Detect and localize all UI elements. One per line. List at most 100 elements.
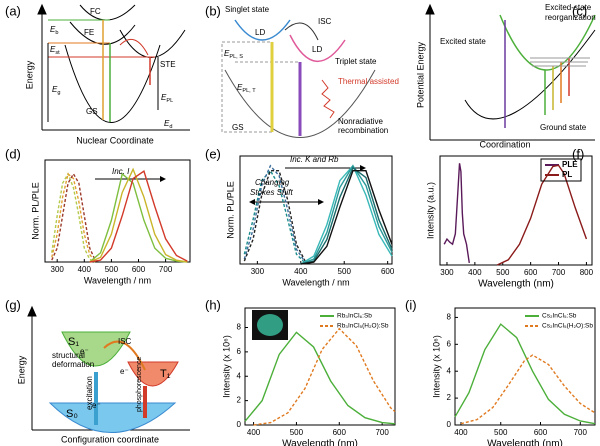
label: ISC [118, 337, 132, 346]
x-axis-label: Wavelength (nm) [478, 279, 554, 290]
label-sub: g [57, 90, 60, 96]
label: S₁ [68, 336, 79, 348]
label-sub: st [55, 50, 60, 56]
isc-arrow [103, 340, 146, 371]
y-tick-label: 4 [237, 371, 242, 380]
label: Singlet state [225, 5, 270, 14]
label: FE [84, 28, 94, 37]
legend-label: Rb₃InCl₆:Sb [337, 313, 372, 320]
x-tick-label: 600 [534, 428, 548, 437]
panel-a-shapes [37, 3, 190, 131]
s1-bowl [61, 331, 131, 367]
fc-curve [79, 4, 136, 21]
plot-frame [454, 307, 596, 426]
y-axis-label: Intensity (a.u.) [425, 182, 435, 239]
axis-label: Configuration coordinate [61, 434, 159, 444]
panel-label: (h) [205, 297, 221, 312]
panel-c-shapes [425, 3, 596, 141]
label-main: E [50, 25, 56, 34]
label-main: E [164, 119, 170, 128]
label: LD [255, 28, 265, 37]
label: e⁻ [80, 347, 89, 356]
label: GS [232, 123, 244, 132]
x-tick-label: 500 [290, 428, 304, 437]
series-line [300, 164, 393, 265]
inset-glow [257, 314, 283, 336]
isc-arrow [284, 22, 319, 41]
x-tick-label: 800 [580, 268, 594, 277]
plot-frame [44, 159, 191, 263]
annotation: Inc. K and Rb [290, 155, 339, 164]
axis-label: Nuclear Coordinate [76, 135, 154, 145]
axes [41, 10, 190, 131]
axis-label: Coordination [479, 139, 530, 149]
y-tick-label: 2 [447, 393, 452, 402]
annotation: Stokes Shift [250, 188, 293, 197]
label: LD [312, 45, 322, 54]
y-tick-label: 2 [237, 396, 242, 405]
y-tick-label: 8 [237, 323, 242, 332]
label: STE [160, 60, 176, 69]
dashed-box [235, 61, 301, 132]
arrowhead [27, 305, 37, 317]
legend-label: PLE [562, 160, 578, 169]
label: Eg [52, 85, 60, 96]
axis-label: Potential Energy [415, 41, 425, 108]
y-tick-label: 6 [237, 347, 242, 356]
series-line [300, 166, 393, 265]
axis-label: Energy [24, 60, 34, 89]
x-axis-label: Wavelength / nm [84, 275, 151, 285]
x-tick-label: 500 [338, 267, 352, 276]
label-sub: b [55, 30, 58, 36]
x-tick-label: 700 [574, 428, 588, 437]
series-line [300, 164, 393, 265]
label: Est [50, 45, 60, 56]
label: reorganization [545, 13, 596, 22]
label: Triplet state [335, 57, 377, 66]
relax-arrow [119, 38, 149, 56]
label-main: E [161, 93, 167, 102]
series-line [89, 167, 188, 263]
gs-curve [64, 44, 161, 123]
excited-curve [499, 14, 596, 71]
label: Thermal assisted [338, 77, 399, 86]
series-line [51, 172, 96, 263]
y-tick-label: 0 [447, 420, 452, 429]
x-tick-label: 500 [494, 428, 508, 437]
series-line [253, 327, 396, 426]
x-tick-label: 700 [375, 428, 389, 437]
label: GS [86, 107, 98, 116]
ground-curve [464, 29, 596, 120]
series-line [454, 323, 596, 425]
label: EPL [161, 93, 173, 104]
label: structural [52, 351, 85, 360]
panel-label: (f) [572, 146, 584, 161]
x-tick-label: 600 [333, 428, 347, 437]
x-axis-label: Wavelength (nm) [487, 439, 563, 446]
panel-label: (i) [405, 297, 417, 312]
series-line [460, 354, 596, 425]
annotation: Inc. I [112, 167, 130, 176]
x-tick-label: 400 [454, 428, 468, 437]
label: S₀ [66, 408, 78, 420]
x-tick-label: 500 [496, 268, 510, 277]
plot-frame [439, 155, 593, 266]
label: Ed [164, 119, 172, 130]
x-axis-label: Wavelength (nm) [282, 439, 358, 446]
x-tick-label: 300 [251, 267, 265, 276]
x-axis-label: Wavelength / nm [282, 277, 349, 287]
y-axis-label: Intensity (x 10⁶) [221, 335, 231, 398]
legend-label: PL [562, 170, 572, 179]
label: ISC [318, 17, 332, 26]
y-axis-label: Norm. PL/PLE [30, 182, 40, 240]
panel-label: (c) [572, 3, 587, 18]
y-axis-label: Intensity (x 10⁶) [431, 335, 441, 398]
panel-g-shapes [27, 305, 190, 433]
panel-b-shapes [221, 19, 376, 138]
label: excitation [85, 376, 94, 410]
series-line [496, 164, 588, 266]
series-line [89, 172, 188, 263]
gs-curve [224, 69, 376, 138]
legend-label: Cs₂InCl₅(H₂O):Sb [542, 323, 593, 330]
y-axis-label: Norm. PL/PLE [225, 181, 235, 239]
